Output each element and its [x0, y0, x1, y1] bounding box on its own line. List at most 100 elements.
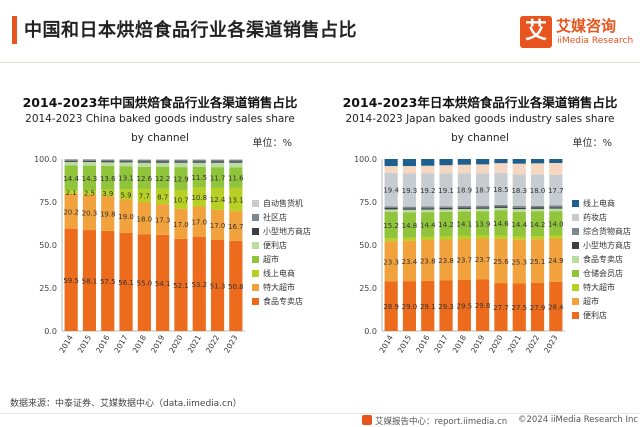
- japan-ytick-label: 100.0: [354, 155, 377, 164]
- china-bar-segment: [210, 209, 225, 241]
- china-xtick-label: 2019: [149, 333, 166, 354]
- japan-legend-swatch: [572, 214, 579, 221]
- japan-bar-segment: [494, 283, 508, 331]
- china-data-label: 8.7: [157, 193, 168, 201]
- japan-bar-segment: [421, 173, 435, 207]
- china-bar-segment: [101, 159, 115, 160]
- china-bar-segment: [192, 187, 206, 207]
- japan-ytick-label: 50.0: [359, 241, 377, 250]
- japan-bar-segment: [494, 207, 508, 211]
- china-bar-segment: [210, 159, 225, 162]
- japan-bar-segment: [530, 208, 545, 212]
- china-bar-segment: [119, 199, 133, 233]
- japan-bar-segment: [439, 207, 453, 210]
- china-bar-segment: [174, 162, 188, 168]
- copyright: ©2024 iiMedia Research Inc: [518, 415, 639, 425]
- japan-chart-title: 2014-2023年日本烘焙食品行业各渠道销售占比: [342, 95, 618, 110]
- china-data-label: 2.1: [66, 189, 77, 197]
- report-center-link[interactable]: 艾媒报告中心：report.iimedia.cn: [375, 417, 508, 427]
- china-data-label: 17.3: [155, 217, 171, 225]
- japan-bar-segment: [494, 206, 508, 208]
- japan-bar-segment: [530, 236, 545, 240]
- japan-bar-segment: [457, 235, 471, 240]
- japan-bar-segment: [476, 238, 490, 280]
- china-bar-segment: [82, 194, 97, 231]
- china-data-label: 56.1: [118, 279, 134, 287]
- japan-bar-segment: [494, 210, 508, 236]
- china-xtick-label: 2020: [167, 333, 184, 354]
- china-legend-label: 特大超市: [263, 282, 295, 292]
- china-bar-segment: [119, 232, 133, 331]
- japan-bar-segment: [402, 209, 417, 213]
- header-divider: [0, 62, 640, 63]
- china-bar-segment: [229, 161, 243, 163]
- japan-data-label: 19.1: [438, 187, 454, 195]
- japan-bar-segment: [476, 173, 490, 206]
- japan-data-label: 18.5: [493, 186, 509, 194]
- japan-data-label: 19.4: [383, 187, 399, 195]
- china-bar-segment: [174, 189, 188, 209]
- japan-bar-segment: [402, 281, 417, 331]
- japan-bar-segment: [530, 174, 545, 206]
- china-bar-segment: [101, 196, 115, 231]
- china-bar-segment: [101, 189, 115, 197]
- china-bar-segment: [137, 161, 151, 163]
- japan-data-label: 14.4: [420, 222, 436, 230]
- china-data-label: 20.3: [82, 209, 98, 217]
- china-legend-swatch: [252, 284, 259, 291]
- japan-data-label: 23.4: [402, 258, 418, 266]
- china-data-label: 53.2: [191, 281, 207, 289]
- report-center-icon: [362, 415, 372, 425]
- japan-xtick-label: 2022: [524, 333, 541, 354]
- japan-bar-segment: [494, 163, 508, 173]
- japan-bar-segment: [402, 212, 417, 238]
- china-data-label: 12.4: [210, 196, 226, 204]
- japan-bar-segment: [421, 236, 435, 241]
- china-data-label: 18.0: [137, 215, 153, 223]
- japan-data-label: 14.1: [457, 221, 473, 229]
- japan-data-label: 25.3: [511, 259, 527, 267]
- china-bar-segment: [229, 211, 243, 241]
- china-bar-segment: [229, 167, 243, 188]
- china-data-label: 10.8: [191, 194, 207, 202]
- china-bar-segment: [119, 189, 133, 200]
- japan-data-label: 27.7: [493, 304, 509, 312]
- japan-bar-segment: [402, 166, 417, 174]
- china-data-label: 17.0: [191, 219, 207, 227]
- japan-bar-segment: [476, 235, 490, 239]
- japan-bar-segment: [421, 209, 435, 213]
- china-data-label: 17.0: [173, 221, 189, 229]
- japan-legend-swatch: [572, 298, 579, 305]
- japan-data-label: 23.7: [457, 257, 473, 265]
- page-title: 中国和日本烘焙食品行业各渠道销售占比: [24, 20, 357, 41]
- china-legend-label: 小型地方商店: [263, 226, 311, 236]
- china-bar-segment: [174, 161, 188, 163]
- japan-data-label: 14.2: [530, 221, 546, 229]
- japan-data-label: 29.0: [402, 303, 418, 311]
- china-data-label: 55.0: [137, 280, 153, 288]
- japan-bar-segment: [530, 159, 545, 164]
- japan-bar-segment: [512, 209, 526, 212]
- japan-bar-segment: [384, 166, 398, 173]
- china-chart-subtitle: 2014-2023 China baked goods industry sal…: [25, 113, 295, 125]
- china-xtick-label: 2015: [76, 333, 93, 354]
- japan-bar-segment: [512, 207, 526, 210]
- japan-legend-swatch: [572, 284, 579, 291]
- china-bar-segment: [174, 159, 188, 160]
- japan-bar-segment: [457, 280, 471, 331]
- japan-data-label: 15.2: [383, 222, 399, 230]
- china-bar-segment: [101, 161, 115, 163]
- china-xtick-label: 2017: [112, 333, 129, 354]
- japan-bar-segment: [549, 208, 563, 212]
- japan-bar-segment: [476, 279, 490, 331]
- japan-xtick-label: 2020: [487, 333, 504, 354]
- china-ytick-label: 75.0: [39, 198, 57, 207]
- data-source: 数据来源：中泰证券、艾媒数据中心（data.iimedia.cn）: [10, 399, 242, 409]
- japan-data-label: 14.8: [402, 222, 418, 230]
- china-data-label: 17.0: [210, 222, 226, 230]
- china-bar-segment: [156, 204, 170, 235]
- japan-bar-segment: [457, 159, 471, 165]
- japan-xtick-label: 2015: [396, 333, 413, 354]
- title-accent-bar: [12, 16, 17, 44]
- china-bar-segment: [137, 234, 151, 331]
